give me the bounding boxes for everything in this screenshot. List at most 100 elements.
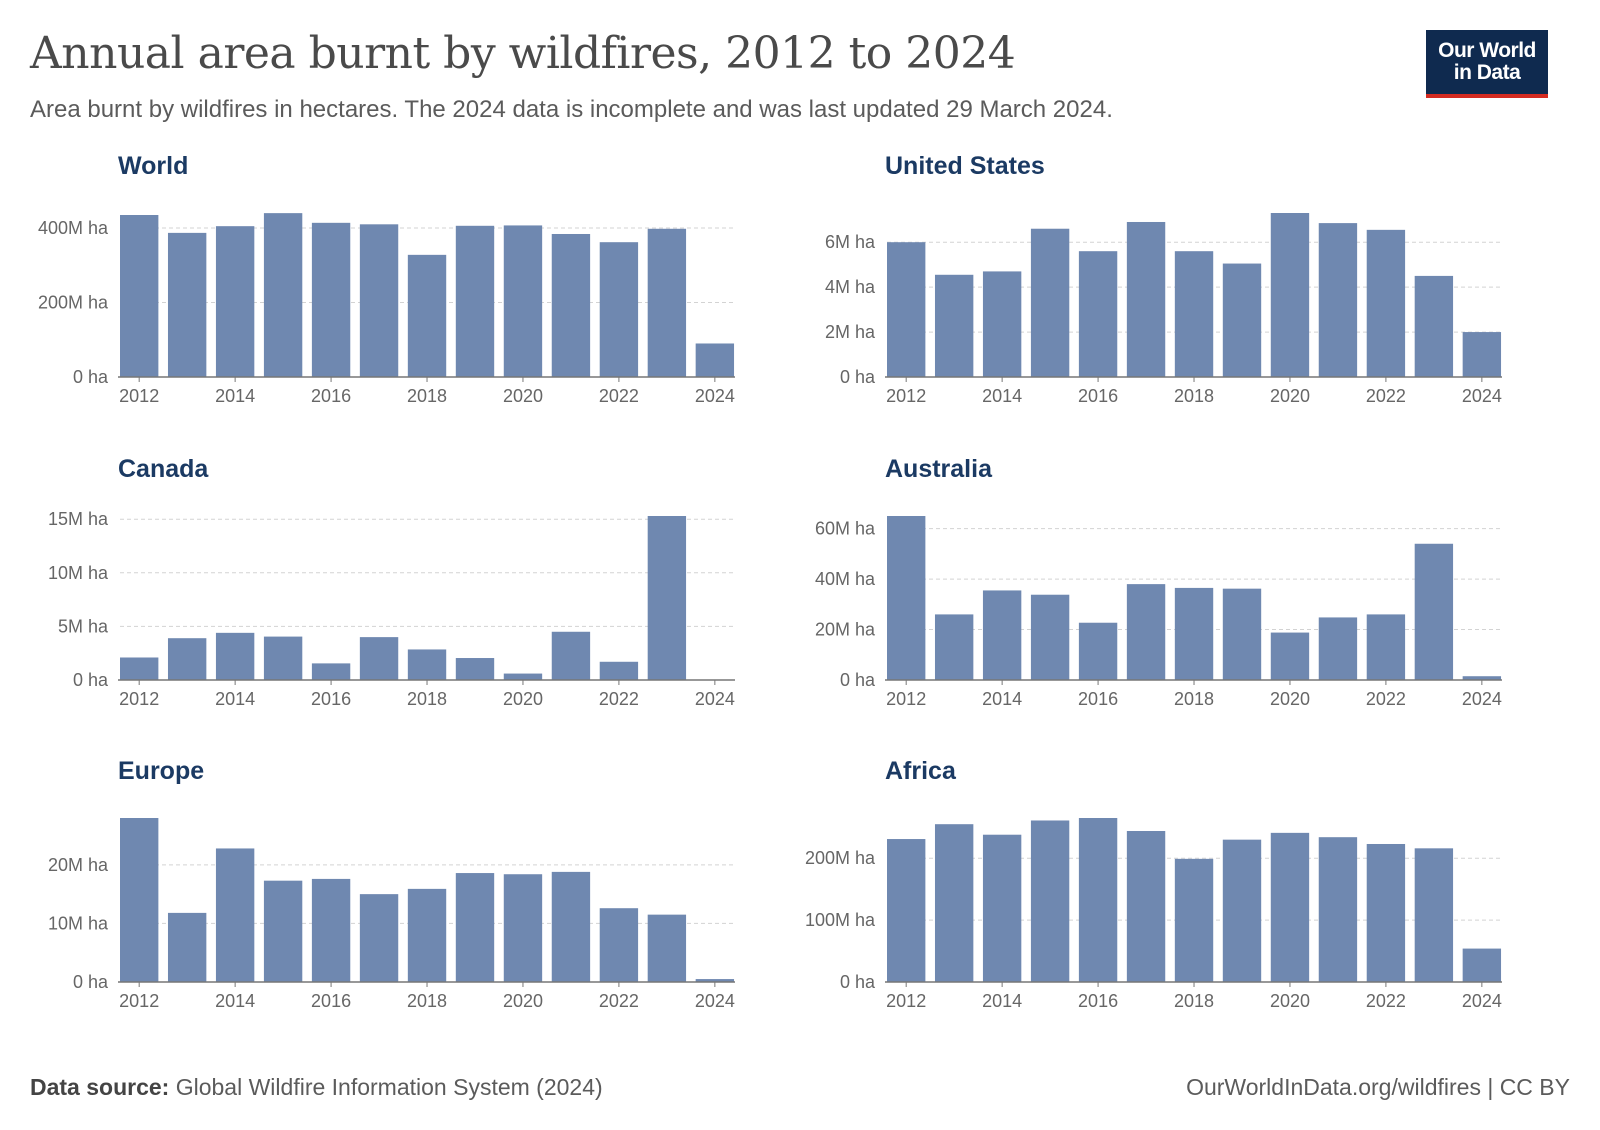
panel-australia: Australia 0 ha 20M ha 40M ha 60M ha 2012 2014… <box>797 455 1557 745</box>
bar-2018 <box>1174 251 1214 377</box>
chart-africa: 0 ha 100M ha 200M ha 2012 2014 2016 2018 2020 20… <box>805 818 1502 1011</box>
bar-2016 <box>311 222 351 377</box>
x-tick-label: 2020 <box>503 991 543 1011</box>
bar-2022 <box>599 908 639 982</box>
x-tick-label: 2022 <box>1366 386 1406 406</box>
x-tick-label: 2012 <box>119 991 159 1011</box>
bar-2015 <box>263 636 303 680</box>
bar-2013 <box>934 274 974 377</box>
y-tick-label: 6M ha <box>825 232 876 252</box>
data-source-link[interactable]: Global Wildfire Information System (2024… <box>175 1074 603 1100</box>
x-tick-label: 2024 <box>1462 689 1502 709</box>
bar-2017 <box>359 637 399 680</box>
bar-2022 <box>599 242 639 377</box>
bar-2019 <box>1222 263 1262 377</box>
bar-2017 <box>359 894 399 982</box>
bar-2012 <box>120 215 159 377</box>
chart-europe: 0 ha 10M ha 20M ha 2012 2014 2016 2018 2020 2022… <box>48 818 735 1011</box>
y-tick-label: 15M ha <box>48 509 109 529</box>
bar-2020 <box>1270 832 1310 982</box>
bar-2015 <box>263 213 303 377</box>
bar-2022 <box>599 661 639 680</box>
data-source-label: Data source: <box>30 1074 170 1100</box>
bar-2013 <box>167 638 207 680</box>
chart-world: 0 ha 200M ha 400M ha 2012 2014 2016 2018 2020 20… <box>38 213 735 406</box>
bar-2022 <box>1366 843 1406 982</box>
bar-2013 <box>934 614 974 680</box>
x-tick-label: 2022 <box>1366 991 1406 1011</box>
bar-2023 <box>1414 848 1454 982</box>
panel-world: World 0 ha 200M ha 400M ha 2012 2014 2016 2018… <box>30 152 790 442</box>
panel-title: Canada <box>118 455 209 483</box>
x-tick-label: 2014 <box>982 386 1022 406</box>
bar-2016 <box>311 663 351 680</box>
bar-2014 <box>215 226 255 377</box>
y-tick-label: 60M ha <box>815 519 876 539</box>
bar-2018 <box>407 649 447 680</box>
bar-2021 <box>1318 617 1358 680</box>
bar-2020 <box>503 673 543 680</box>
bar-2020 <box>1270 213 1310 377</box>
y-tick-label: 2M ha <box>825 322 876 342</box>
x-tick-label: 2012 <box>886 991 926 1011</box>
x-tick-label: 2024 <box>695 991 735 1011</box>
bar-2013 <box>934 824 974 982</box>
y-tick-label: 0 ha <box>840 670 876 690</box>
x-tick-label: 2024 <box>1462 386 1502 406</box>
chart-australia: 0 ha 20M ha 40M ha 60M ha 2012 2014 2016 2018 20… <box>815 516 1502 709</box>
bar-2022 <box>1366 229 1406 377</box>
x-tick-label: 2012 <box>119 689 159 709</box>
x-tick-label: 2012 <box>886 386 926 406</box>
bar-2015 <box>1030 820 1070 982</box>
y-tick-label: 0 ha <box>73 367 109 387</box>
bar-2015 <box>263 880 303 982</box>
x-tick-label: 2020 <box>503 386 543 406</box>
bar-2021 <box>551 631 591 680</box>
bar-2014 <box>215 848 255 982</box>
y-tick-label: 0 ha <box>840 972 876 992</box>
logo-line-1: Our World <box>1438 39 1536 62</box>
bar-2014 <box>982 271 1022 377</box>
x-tick-label: 2014 <box>215 991 255 1011</box>
y-tick-label: 200M ha <box>805 848 876 868</box>
y-tick-label: 40M ha <box>815 569 876 589</box>
bar-2018 <box>1174 587 1214 680</box>
x-tick-label: 2022 <box>599 689 639 709</box>
owid-logo[interactable]: Our World in Data <box>1426 30 1548 98</box>
x-tick-label: 2022 <box>599 991 639 1011</box>
y-tick-label: 200M ha <box>38 293 109 313</box>
bar-2021 <box>1318 223 1358 377</box>
x-tick-label: 2018 <box>407 386 447 406</box>
panel-title: Africa <box>885 757 956 785</box>
x-tick-label: 2014 <box>982 991 1022 1011</box>
bar-2018 <box>1174 858 1214 982</box>
chart-title: Annual area burnt by wildfires, 2012 to … <box>30 28 1016 79</box>
bar-2018 <box>407 888 447 982</box>
x-tick-label: 2012 <box>119 386 159 406</box>
bar-2020 <box>1270 632 1310 680</box>
bar-2016 <box>1078 622 1118 680</box>
bar-2024 <box>695 343 735 377</box>
bar-2019 <box>455 225 495 377</box>
x-tick-label: 2016 <box>1078 991 1118 1011</box>
bar-2016 <box>1078 251 1118 377</box>
panel-title: Europe <box>118 757 205 785</box>
x-tick-label: 2014 <box>982 689 1022 709</box>
data-source: Data source: Global Wildfire Information… <box>30 1074 603 1101</box>
bar-2023 <box>647 228 687 377</box>
bar-2021 <box>1318 837 1358 982</box>
bar-2019 <box>455 873 495 982</box>
bar-2021 <box>551 233 591 377</box>
y-tick-label: 0 ha <box>840 367 876 387</box>
bar-2013 <box>167 232 207 377</box>
bar-2023 <box>647 914 687 982</box>
x-tick-label: 2018 <box>1174 689 1214 709</box>
x-tick-label: 2018 <box>407 991 447 1011</box>
y-tick-label: 400M ha <box>38 218 109 238</box>
credit-link[interactable]: OurWorldInData.org/wildfires | CC BY <box>1186 1074 1570 1100</box>
x-tick-label: 2014 <box>215 689 255 709</box>
x-tick-label: 2016 <box>1078 386 1118 406</box>
bar-2019 <box>455 658 495 680</box>
x-tick-label: 2018 <box>1174 386 1214 406</box>
panel-united-states: United States 0 ha 2M ha 4M ha 6M ha 2012 201… <box>797 152 1557 442</box>
